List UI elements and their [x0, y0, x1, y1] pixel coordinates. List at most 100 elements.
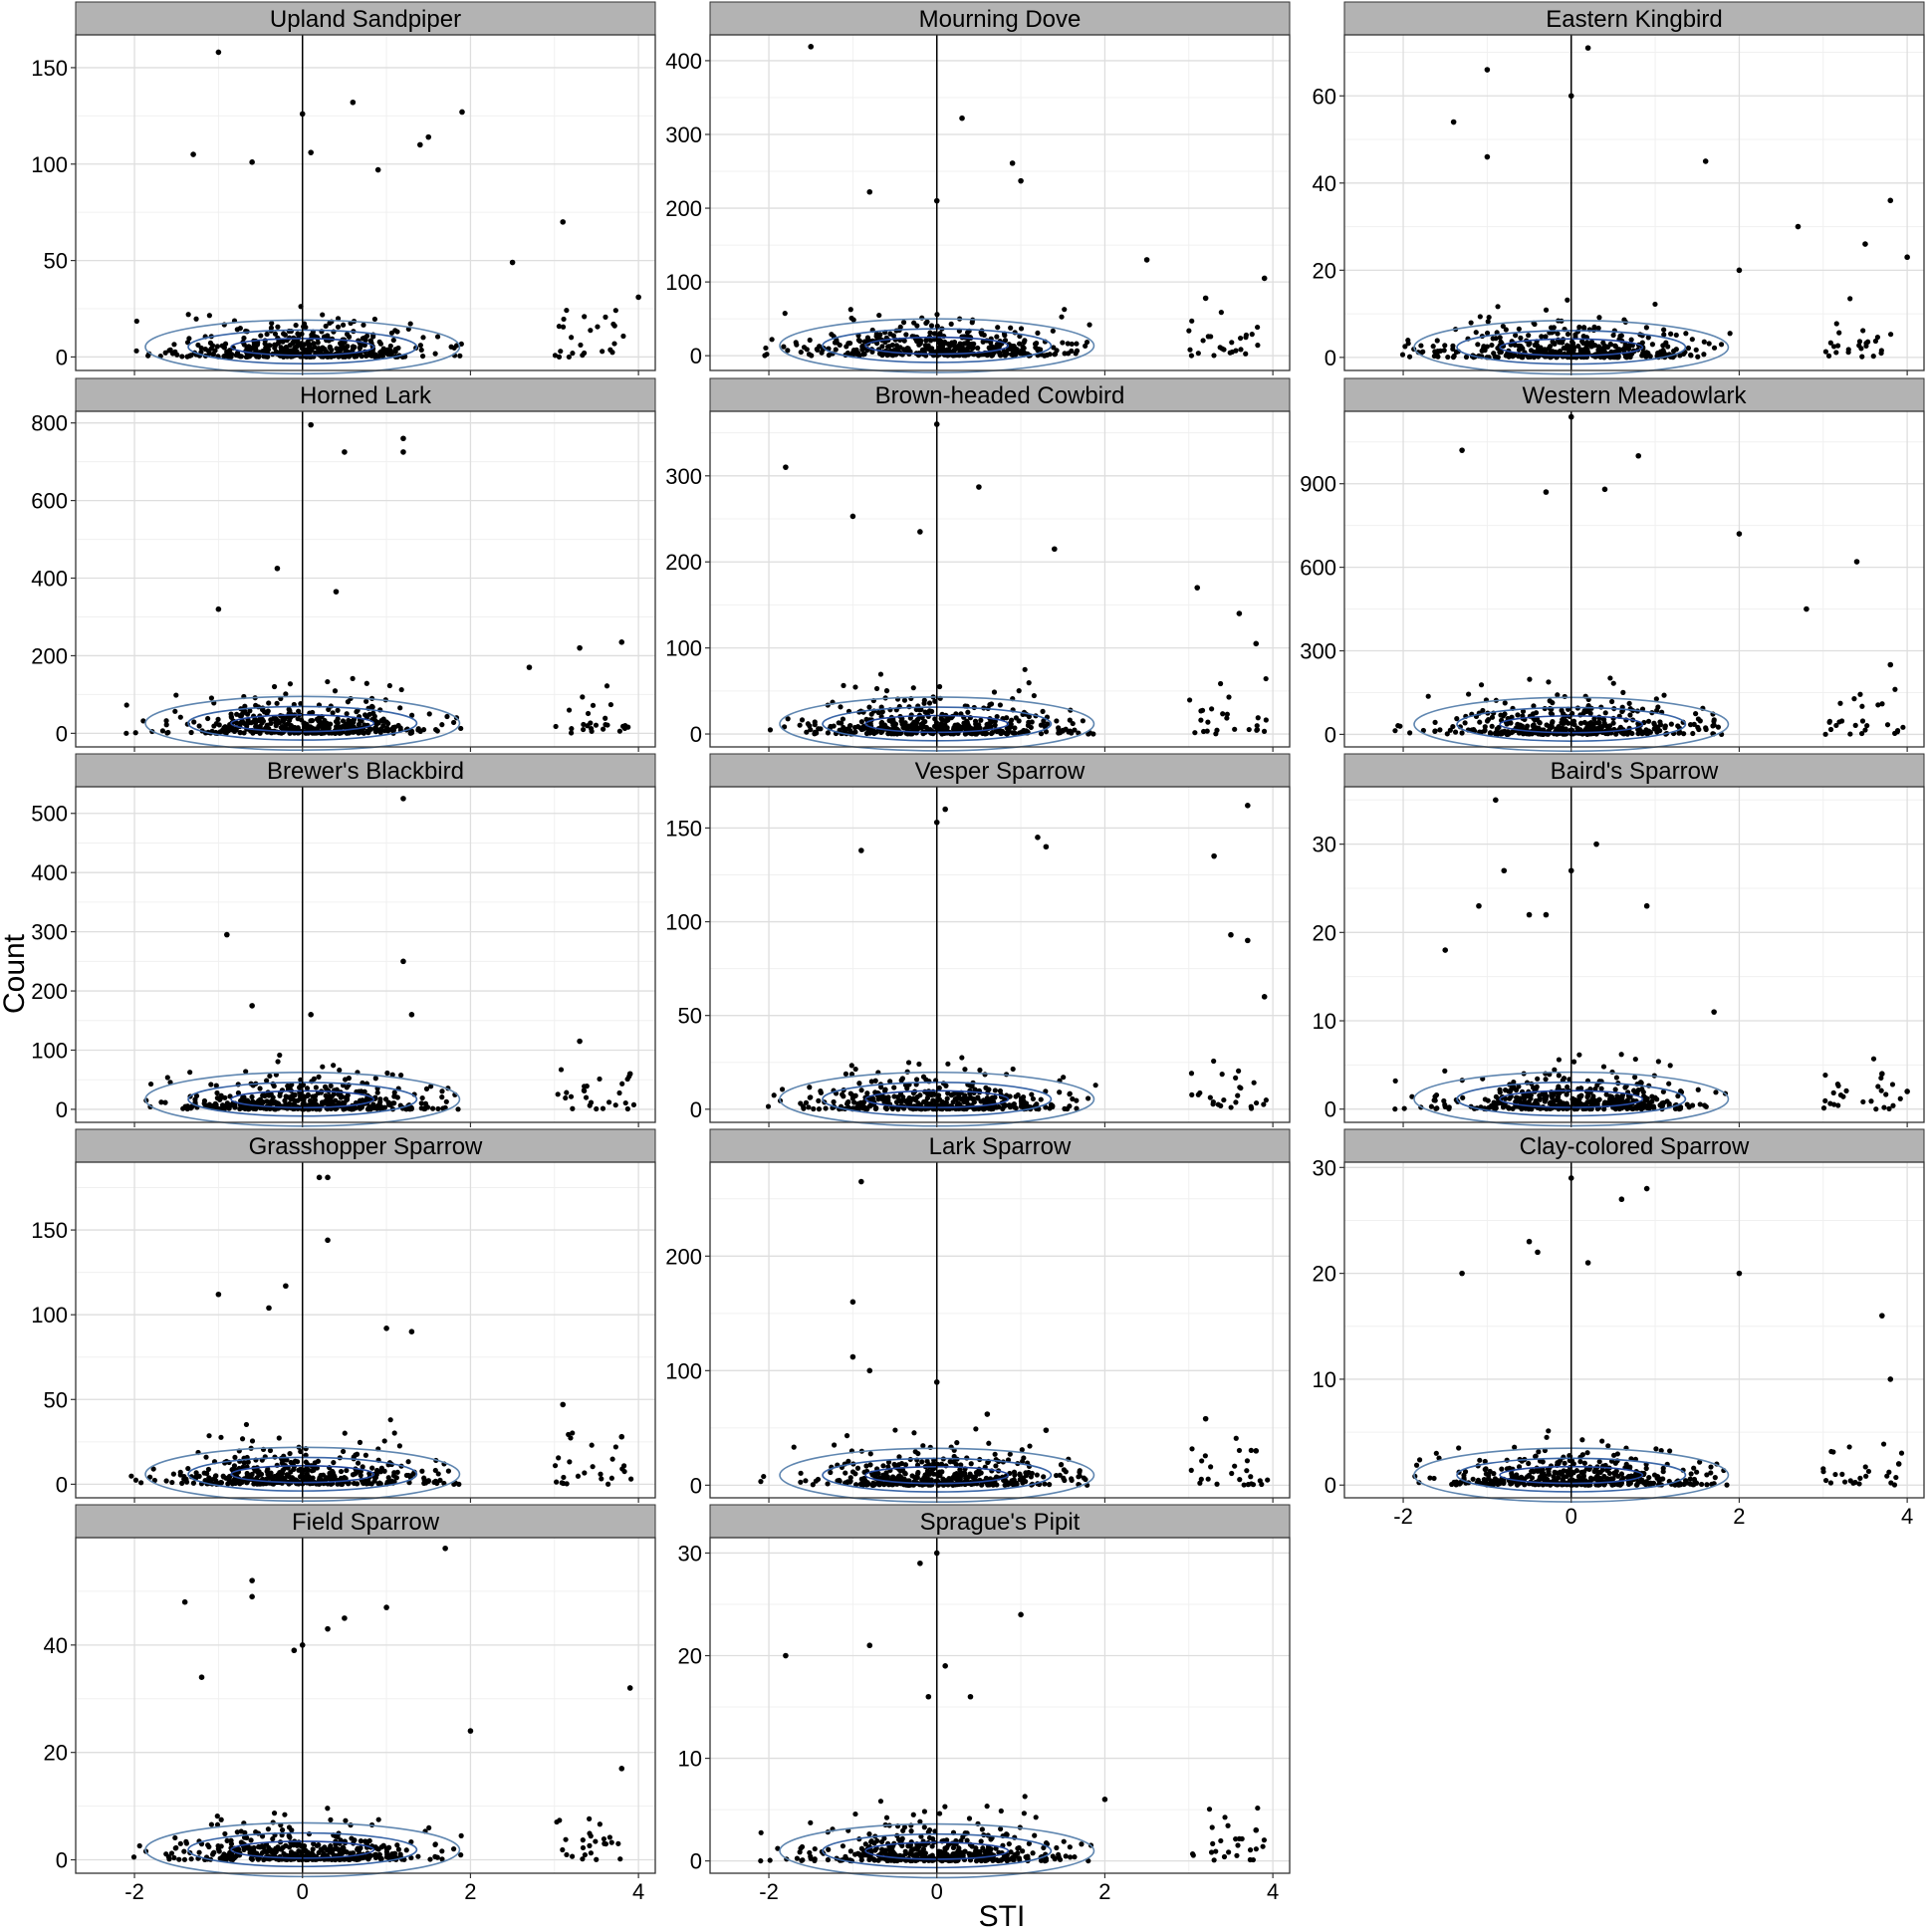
data-point [308, 1012, 314, 1018]
data-point [419, 353, 426, 360]
data-point [558, 349, 564, 355]
data-point [334, 346, 340, 352]
data-point [1822, 1072, 1828, 1079]
data-point [1513, 1087, 1520, 1093]
data-point [928, 323, 935, 329]
data-point [814, 730, 820, 736]
data-point [357, 1439, 363, 1445]
data-point [1480, 707, 1486, 714]
data-point [1199, 707, 1206, 713]
panel-title: Horned Lark [300, 382, 432, 409]
data-point [1544, 722, 1550, 728]
data-point [1254, 723, 1260, 729]
data-point [1715, 724, 1722, 730]
data-point [429, 1105, 436, 1111]
data-point [1904, 1088, 1910, 1094]
data-point [1635, 452, 1642, 459]
data-point [1188, 353, 1195, 359]
data-point [1520, 346, 1526, 352]
data-point [1690, 730, 1696, 737]
y-tick-label: 100 [665, 636, 702, 661]
data-point [267, 1073, 273, 1080]
data-point [363, 680, 369, 686]
data-point [371, 316, 378, 323]
data-point [996, 344, 1003, 350]
data-point [1600, 1064, 1607, 1070]
data-point [373, 721, 379, 728]
data-point [611, 323, 617, 329]
data-point [209, 343, 216, 349]
data-point [1447, 727, 1453, 733]
data-point [1195, 351, 1201, 357]
data-point [590, 702, 597, 708]
data-point [287, 343, 293, 349]
data-point [1584, 45, 1591, 51]
data-point [577, 644, 583, 651]
data-point [1002, 1101, 1008, 1108]
data-point [1847, 296, 1853, 302]
data-point [340, 1448, 347, 1455]
data-point [1254, 727, 1260, 733]
data-point [926, 700, 933, 706]
data-point [940, 1081, 947, 1087]
data-point [323, 1092, 329, 1098]
data-point [303, 324, 309, 331]
data-point [1601, 486, 1608, 493]
data-point [608, 1475, 614, 1481]
data-point [916, 1061, 922, 1068]
data-point [997, 1087, 1004, 1094]
y-tick-label: 0 [56, 1097, 68, 1122]
data-point [892, 721, 899, 727]
data-point [1459, 730, 1465, 736]
data-point [1872, 338, 1879, 345]
data-point [222, 724, 228, 730]
data-point [332, 688, 339, 694]
data-point [1043, 844, 1050, 850]
data-point [265, 347, 272, 353]
data-point [325, 1174, 331, 1181]
data-point [1864, 723, 1870, 729]
data-point [893, 343, 900, 349]
data-point [1639, 731, 1645, 737]
data-point [417, 728, 423, 734]
data-point [555, 1091, 561, 1097]
data-point [1200, 338, 1206, 344]
data-point [1608, 698, 1615, 705]
data-point [567, 1459, 573, 1465]
data-point [1686, 1104, 1692, 1110]
data-point [304, 1086, 311, 1091]
data-point [1645, 718, 1652, 724]
data-point [1665, 344, 1671, 350]
data-point [1591, 324, 1597, 331]
data-point [249, 159, 255, 165]
data-point [1432, 349, 1438, 355]
data-point [1649, 342, 1656, 348]
data-point [419, 1468, 425, 1474]
data-point [321, 724, 327, 730]
data-point [1067, 717, 1073, 723]
data-point [1883, 1091, 1889, 1097]
data-point [994, 334, 1000, 340]
data-point [274, 700, 280, 706]
data-point [1695, 724, 1701, 730]
data-point [291, 1466, 297, 1473]
data-point [1677, 353, 1683, 359]
data-point [243, 1069, 249, 1075]
data-point [1711, 1009, 1717, 1015]
data-point [1460, 1094, 1466, 1100]
data-point [1640, 1089, 1646, 1095]
data-point [886, 717, 892, 724]
data-point [1539, 334, 1545, 340]
data-point [1420, 349, 1426, 355]
data-point [208, 695, 215, 701]
data-point [346, 1076, 352, 1082]
data-point [228, 713, 234, 720]
data-point [1703, 726, 1709, 733]
data-point [128, 1473, 134, 1479]
data-point [771, 1092, 777, 1098]
data-point [417, 343, 423, 349]
data-point [581, 726, 587, 733]
data-point [1484, 153, 1491, 160]
data-point [1576, 1052, 1582, 1058]
